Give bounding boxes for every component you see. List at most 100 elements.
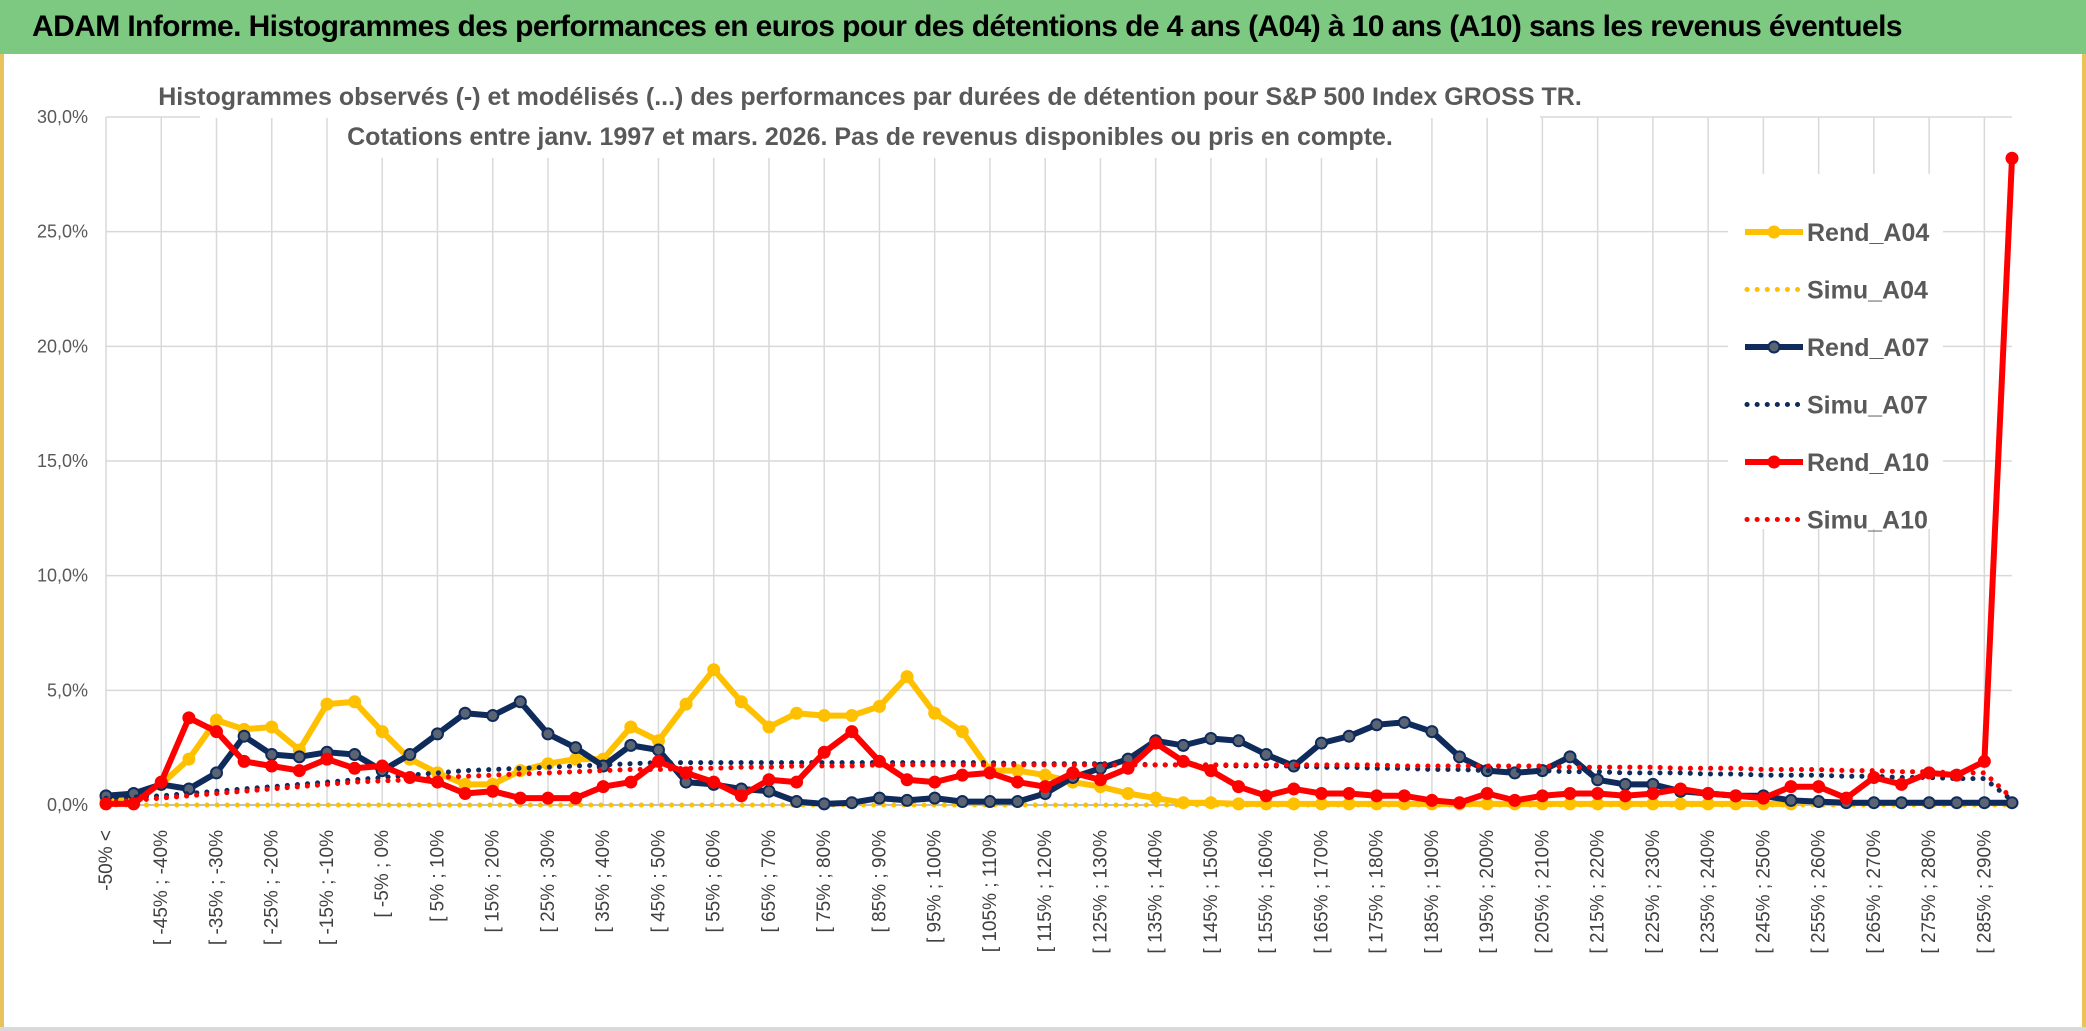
data-point <box>1646 787 1660 801</box>
x-axis-ticks: -50% < [ -45% ; -40% [ -35% ; -30% [ -25% ;… <box>96 830 1995 954</box>
x-tick-label: [ 45% ; 50% <box>648 830 669 933</box>
y-tick-label: 5,0% <box>47 680 88 700</box>
subtitle-line: Histogrammes observés (-) et modélisés (… <box>158 83 1582 111</box>
data-point <box>1453 796 1467 810</box>
data-point <box>1535 789 1549 803</box>
data-point <box>569 752 583 766</box>
data-point <box>1895 777 1909 791</box>
x-tick-label: [ 225% ; 230% <box>1643 830 1664 954</box>
y-tick-label: 25,0% <box>37 222 88 242</box>
data-point <box>1038 768 1052 782</box>
data-point <box>817 797 831 811</box>
data-point <box>375 759 389 773</box>
legend-item-rend-a10: Rend_A10 <box>1745 449 1929 477</box>
data-point <box>734 789 748 803</box>
data-point <box>596 780 610 794</box>
data-point <box>900 773 914 787</box>
x-tick-label: [ 85% ; 90% <box>869 830 890 933</box>
data-point <box>513 695 527 709</box>
data-point <box>237 729 251 743</box>
legend-label: Rend_A10 <box>1807 449 1929 477</box>
data-point <box>1121 787 1135 801</box>
series-rend-a10 <box>99 151 2019 811</box>
data-point <box>762 773 776 787</box>
data-point <box>1342 787 1356 801</box>
data-point <box>1425 793 1439 807</box>
data-point <box>1232 734 1246 748</box>
data-point <box>1176 738 1190 752</box>
data-point <box>1204 764 1218 778</box>
data-point <box>458 706 472 720</box>
data-point <box>1370 718 1384 732</box>
x-tick-label: -50% < <box>96 830 117 891</box>
data-point <box>928 791 942 805</box>
data-point <box>955 768 969 782</box>
x-tick-label: [ 265% ; 270% <box>1864 830 1885 954</box>
data-point <box>983 766 997 780</box>
x-tick-label: [ 15% ; 20% <box>483 830 504 933</box>
y-tick-label: 20,0% <box>37 336 88 356</box>
y-tick-label: 10,0% <box>37 566 88 586</box>
x-tick-label: [ 195% ; 200% <box>1477 830 1498 954</box>
data-point <box>928 775 942 789</box>
legend-marker <box>1767 455 1781 469</box>
data-point <box>1812 780 1826 794</box>
data-point <box>1563 750 1577 764</box>
data-point <box>1508 793 1522 807</box>
series-line <box>105 698 2012 807</box>
data-point <box>955 725 969 739</box>
legend-label: Simu_A10 <box>1807 507 1928 535</box>
report-header: ADAM Informe. Histogrammes des performan… <box>0 0 2086 54</box>
data-point <box>1149 736 1163 750</box>
data-point <box>1453 750 1467 764</box>
subtitle-line: Cotations entre janv. 1997 et mars. 2026… <box>347 123 1393 151</box>
legend-marker <box>1767 225 1781 239</box>
data-point <box>790 795 804 809</box>
x-tick-label: [ 285% ; 290% <box>1974 830 1995 954</box>
data-point <box>458 787 472 801</box>
data-point <box>348 761 362 775</box>
data-point <box>624 720 638 734</box>
x-tick-label: [ 125% ; 130% <box>1090 830 1111 954</box>
data-point <box>790 775 804 789</box>
data-point <box>320 697 334 711</box>
x-tick-label: [ 255% ; 260% <box>1809 830 1830 954</box>
x-tick-label: [ 175% ; 180% <box>1367 830 1388 954</box>
data-point <box>430 727 444 741</box>
y-tick-label: 15,0% <box>37 451 88 471</box>
data-point <box>265 748 279 762</box>
x-tick-label: [ 35% ; 40% <box>593 830 614 933</box>
x-tick-label: [ 5% ; 10% <box>427 830 448 922</box>
data-point <box>182 752 196 766</box>
legend-marker <box>1767 340 1781 354</box>
data-point <box>513 791 527 805</box>
data-point <box>1895 796 1909 810</box>
data-point <box>734 695 748 709</box>
data-point <box>1591 787 1605 801</box>
data-point <box>541 727 555 741</box>
data-point <box>817 745 831 759</box>
data-point <box>1314 736 1328 750</box>
legend-label: Simu_A07 <box>1807 392 1928 420</box>
data-point <box>1922 796 1936 810</box>
report-title: ADAM Informe. Histogrammes des performan… <box>32 10 1903 43</box>
legend-item-simu-a04: Simu_A04 <box>1744 277 1928 305</box>
data-point <box>209 766 223 780</box>
x-tick-label: [ 105% ; 110% <box>980 830 1001 952</box>
y-tick-label: 30,0% <box>37 107 88 127</box>
data-point <box>209 725 223 739</box>
x-tick-label: [ 185% ; 190% <box>1422 830 1443 954</box>
data-point <box>1950 796 1964 810</box>
chart-legend: Rend_A04 Simu_A04 Rend_A07 Simu_A07 Rend_A10… <box>1728 174 1943 535</box>
data-point <box>1867 770 1881 784</box>
data-point <box>679 766 693 780</box>
data-point <box>1066 766 1080 780</box>
data-point <box>1342 729 1356 743</box>
data-point <box>1011 775 1025 789</box>
data-point <box>569 791 583 805</box>
data-point <box>1867 796 1881 810</box>
data-point <box>1756 791 1770 805</box>
subtitle-background <box>330 118 1410 158</box>
data-point <box>182 711 196 725</box>
data-point <box>292 750 306 764</box>
